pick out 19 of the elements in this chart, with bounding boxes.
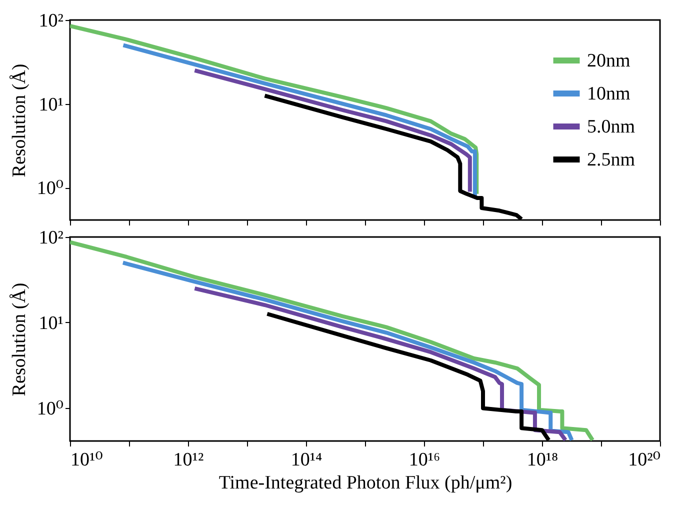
y-tick-label: 10² [38,10,64,32]
y-tick-label: 10⁰ [36,178,64,200]
legend-label: 5.0nm [587,116,636,138]
legend-label: 20nm [587,50,630,72]
x-axis-title: Time-Integrated Photon Flux (ph/μm²) [218,472,512,494]
legend-label: 2.5nm [587,150,636,170]
x-tick-label: 10¹⁸ [526,450,558,470]
y-tick-label: 10¹ [38,94,64,116]
x-tick-label: 10¹⁰ [70,450,104,470]
x-tick-label: 10¹⁴ [290,450,323,470]
y-tick-label: 10⁰ [36,398,64,420]
y-tick-label: 10¹ [38,312,64,334]
y-axis-title: Resolution (Å) [8,282,30,396]
x-tick-label: 10²⁰ [628,450,661,470]
x-tick-label: 10¹² [173,450,204,470]
legend-label: 10nm [587,84,630,104]
x-tick-label: 10¹⁶ [408,450,440,470]
y-axis-title: Resolution (Å) [8,64,30,178]
y-tick-label: 10² [38,228,64,248]
